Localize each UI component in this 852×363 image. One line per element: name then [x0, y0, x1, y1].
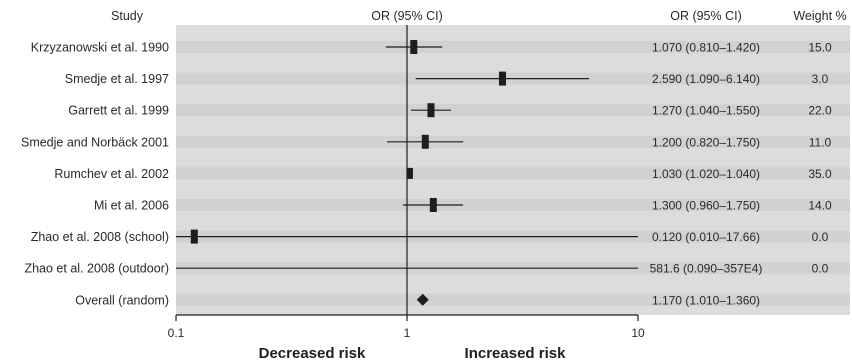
- study-rows: Krzyzanowski et al. 1990 1.070 (0.810–1.4…: [21, 40, 832, 307]
- point-estimate-marker: [427, 103, 435, 118]
- study-name: Smedje and Norbäck 2001: [21, 135, 169, 149]
- study-name: Zhao et al. 2008 (outdoor): [24, 262, 169, 276]
- or-ci-value: 0.120 (0.010–17.66): [652, 230, 760, 244]
- point-estimate-marker: [190, 229, 198, 244]
- x-tick-label: 10: [631, 326, 645, 340]
- header-weight: Weight %: [793, 9, 846, 23]
- or-ci-value: 1.170 (1.010–1.360): [652, 293, 760, 307]
- or-ci-value: 1.200 (0.820–1.750): [652, 135, 760, 149]
- weight-value: 3.0: [812, 72, 829, 86]
- or-ci-value: 1.270 (1.040–1.550): [652, 104, 760, 118]
- header-plot: OR (95% CI): [371, 9, 443, 23]
- weight-value: 15.0: [808, 41, 832, 55]
- point-estimate-marker: [498, 71, 506, 86]
- study-name: Smedje et al. 1997: [65, 72, 169, 86]
- row-band: [176, 104, 850, 117]
- row-band: [176, 199, 850, 211]
- x-axis-ticks: 0.1 1 10: [168, 315, 645, 340]
- study-row: Garrett et al. 1999 1.270 (1.040–1.550) 22…: [68, 103, 832, 118]
- x-tick-label: 1: [404, 326, 411, 340]
- increased-risk-label: Increased risk: [465, 345, 567, 362]
- weight-value: 0.0: [812, 230, 829, 244]
- study-name: Mi et al. 2006: [94, 199, 169, 213]
- or-ci-value: 1.300 (0.960–1.750): [652, 199, 760, 213]
- weight-value: 22.0: [808, 104, 832, 118]
- or-ci-value: 2.590 (1.090–6.140): [652, 72, 760, 86]
- row-band: [176, 135, 850, 148]
- weight-value: 14.0: [808, 199, 832, 213]
- study-name: Rumchev et al. 2002: [54, 167, 169, 181]
- study-row: Krzyzanowski et al. 1990 1.070 (0.810–1.4…: [31, 40, 832, 55]
- or-ci-value: 581.6 (0.090–357E4): [650, 262, 763, 276]
- decreased-risk-label: Decreased risk: [259, 345, 366, 362]
- study-row: Smedje and Norbäck 2001 1.200 (0.820–1.75…: [21, 134, 832, 149]
- study-name: Zhao et al. 2008 (school): [31, 230, 169, 244]
- point-estimate-marker: [406, 167, 413, 179]
- x-tick-label: 0.1: [168, 326, 185, 340]
- point-estimate-marker: [429, 198, 437, 212]
- header-study: Study: [111, 9, 144, 23]
- header-or-ci: OR (95% CI): [670, 9, 742, 23]
- study-name: Overall (random): [75, 293, 169, 307]
- study-row: Mi et al. 2006 1.300 (0.960–1.750) 14.0: [94, 198, 832, 213]
- study-row: Rumchev et al. 2002 1.030 (1.020–1.040) 35…: [54, 167, 832, 181]
- row-band: [176, 167, 850, 180]
- weight-value: 0.0: [812, 262, 829, 276]
- or-ci-value: 1.070 (0.810–1.420): [652, 41, 760, 55]
- or-ci-value: 1.030 (1.020–1.040): [652, 167, 760, 181]
- row-band: [176, 41, 850, 53]
- study-row: Smedje et al. 1997 2.590 (1.090–6.140) 3.0: [65, 71, 829, 86]
- row-bands: [176, 41, 850, 306]
- study-row: Zhao et al. 2008 (outdoor) 581.6 (0.090–3…: [24, 262, 828, 276]
- study-name: Garrett et al. 1999: [68, 104, 169, 118]
- weight-value: 11.0: [809, 135, 832, 149]
- overall-row: Overall (random) 1.170 (1.010–1.360): [75, 293, 760, 307]
- overall-diamond: [416, 293, 429, 306]
- point-estimate-marker: [410, 40, 418, 54]
- point-estimate-marker: [421, 134, 429, 149]
- row-band: [176, 293, 850, 306]
- study-name: Krzyzanowski et al. 1990: [31, 41, 169, 55]
- weight-value: 35.0: [808, 167, 832, 181]
